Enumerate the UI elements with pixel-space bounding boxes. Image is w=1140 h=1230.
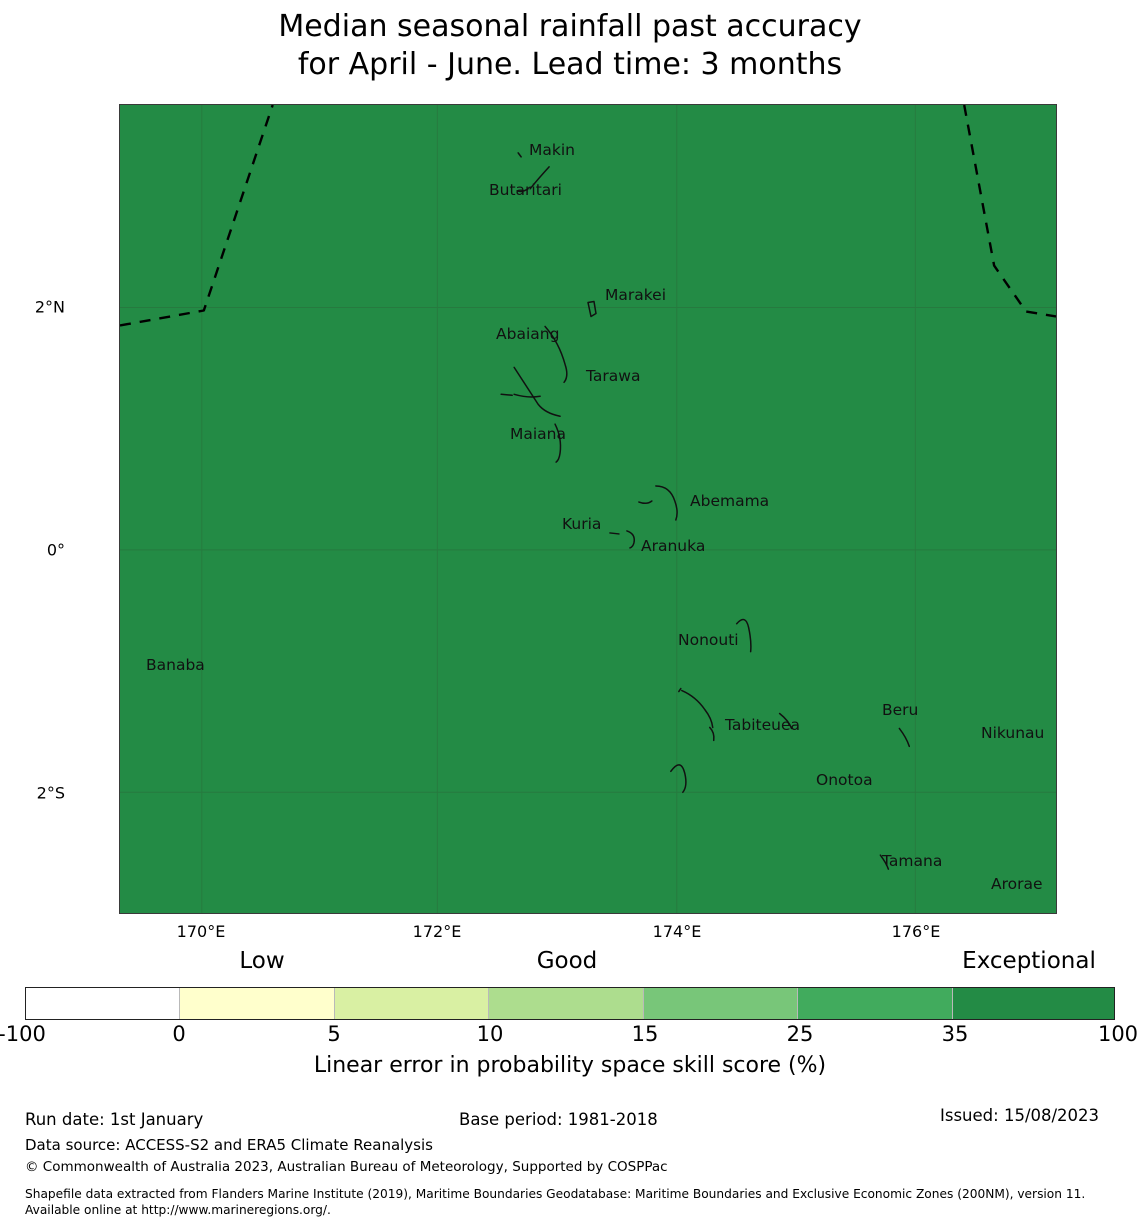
colorbar-segment-25-to-35[interactable] xyxy=(798,988,953,1019)
y-tick-2: 2°S xyxy=(36,783,65,803)
map-panel[interactable] xyxy=(119,104,1057,914)
island-label-onotoa: Onotoa xyxy=(816,771,873,789)
issued-date-text: Issued: 15/08/2023 xyxy=(940,1106,1100,1125)
colorbar-quality-low: Low xyxy=(239,948,285,974)
x-tick-0: 170°E xyxy=(176,922,226,941)
island-label-tabiteuea: Tabiteuea xyxy=(725,716,801,734)
island-label-makin: Makin xyxy=(529,141,575,159)
graticule-gridlines xyxy=(120,105,1056,913)
page-title: Median seasonal rainfall past accuracy f… xyxy=(0,8,1140,85)
colorbar-segment--100-to-0[interactable] xyxy=(26,988,181,1019)
island-label-aranuka: Aranuka xyxy=(641,537,706,555)
island-label-marakei: Marakei xyxy=(605,286,667,304)
island-label-abaiang: Abaiang xyxy=(496,325,560,343)
island-label-maiana: Maiana xyxy=(510,425,566,443)
island-label-abemama: Abemama xyxy=(690,492,770,510)
colorbar-tick-0: 0 xyxy=(172,1022,186,1046)
colorbar-tick-100: 100 xyxy=(1097,1022,1139,1046)
island-label-kuria: Kuria xyxy=(562,515,602,533)
colorbar-quality-labels: Low Good Exceptional xyxy=(0,948,1140,978)
base-period-text: Base period: 1981-2018 xyxy=(459,1110,658,1129)
colorbar-segment-15-to-25[interactable] xyxy=(643,988,799,1019)
island-label-arorae: Arorae xyxy=(991,875,1043,893)
island-label-nikunau: Nikunau xyxy=(981,724,1045,742)
island-label-butaritari: Butaritari xyxy=(489,181,562,199)
y-tick-0: 2°N xyxy=(34,297,65,317)
shapefile-attribution-text: Shapefile data extracted from Flanders M… xyxy=(25,1187,1086,1218)
colorbar-tick-35: 35 xyxy=(941,1022,969,1046)
island-label-banaba: Banaba xyxy=(146,656,205,674)
island-label-tamana: Tamana xyxy=(882,852,943,870)
colorbar[interactable] xyxy=(25,987,1115,1020)
title-line-1: Median seasonal rainfall past accuracy xyxy=(278,9,862,44)
colorbar-segment-10-to-15[interactable] xyxy=(489,988,644,1019)
colorbar-tick-labels: -100 0 5 10 15 25 35 100 xyxy=(0,1022,1140,1050)
colorbar-tick-25: 25 xyxy=(786,1022,814,1046)
island-label-tarawa: Tarawa xyxy=(586,367,641,385)
eez-boundary xyxy=(120,105,1056,327)
colorbar-tick-5: 5 xyxy=(327,1022,341,1046)
x-tick-1: 172°E xyxy=(412,922,462,941)
data-source-text: Data source: ACCESS-S2 and ERA5 Climate … xyxy=(25,1136,433,1154)
colorbar-segment-5-to-10[interactable] xyxy=(334,988,490,1019)
x-tick-3: 176°E xyxy=(891,922,941,941)
colorbar-axis-label: Linear error in probability space skill … xyxy=(313,1053,827,1078)
island-label-beru: Beru xyxy=(882,701,919,719)
colorbar-tick-15: 15 xyxy=(631,1022,659,1046)
colorbar-segment-0-to-5[interactable] xyxy=(180,988,335,1019)
y-tick-1: 0° xyxy=(46,540,65,560)
colorbar-segment-35-to-100[interactable] xyxy=(952,988,1114,1019)
colorbar-quality-exceptional: Exceptional xyxy=(962,948,1096,974)
copyright-text: © Commonwealth of Australia 2023, Austra… xyxy=(25,1159,668,1175)
title-line-2: for April - June. Lead time: 3 months xyxy=(297,47,843,83)
colorbar-tick--100: -100 xyxy=(0,1022,46,1046)
x-tick-2: 174°E xyxy=(652,922,702,941)
run-date-text: Run date: 1st January xyxy=(25,1110,204,1129)
colorbar-quality-good: Good xyxy=(536,948,598,974)
map-graphics xyxy=(120,105,1056,913)
colorbar-tick-10: 10 xyxy=(476,1022,504,1046)
island-outlines xyxy=(500,152,911,870)
island-label-nonouti: Nonouti xyxy=(678,631,739,649)
